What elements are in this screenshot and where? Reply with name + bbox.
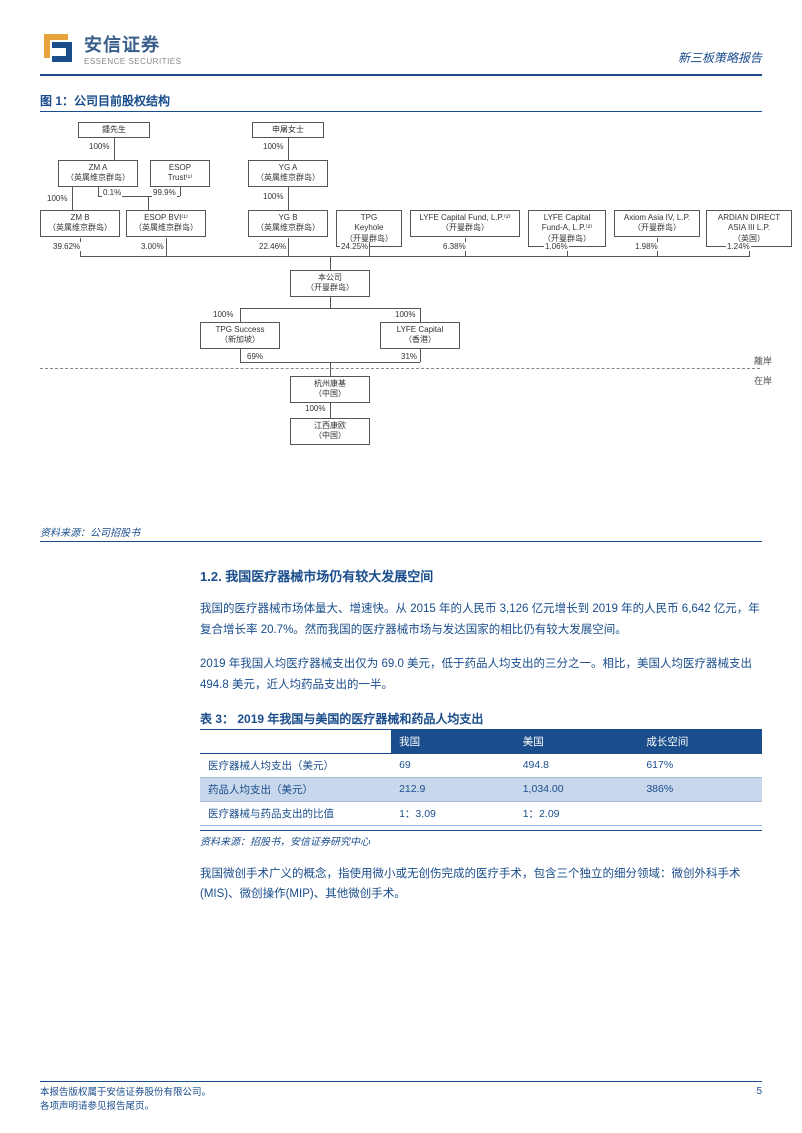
th-1: 我国 [391, 730, 515, 754]
pct: 100% [262, 192, 284, 201]
pct: 24.25% [340, 242, 369, 251]
figure1-source: 资料来源：公司招股书 [40, 524, 762, 542]
para-1: 我国的医疗器械市场体量大、增速快。从 2015 年的人民币 3,126 亿元增长… [200, 599, 762, 640]
page-number: 5 [756, 1086, 762, 1113]
section-1-2-title: 1.2. 我国医疗器械市场仍有较大发展空间 [200, 566, 762, 585]
offshore-label: 離岸 [754, 354, 772, 367]
node-ygb: YG B（英属维京群岛） [248, 210, 328, 237]
para-3: 我国微创手术广义的概念，指使用微小或无创伤完成的医疗手术，包含三个独立的细分领域… [200, 864, 762, 905]
table-row: 药品人均支出（美元） 212.9 1,034.00 386% [200, 777, 762, 801]
page-header: 安信证券 ESSENCE SECURITIES 新三板策略报告 [40, 30, 762, 76]
pct: 100% [262, 142, 284, 151]
node-esop-trust: ESOPTrust⁽¹⁾ [150, 160, 210, 187]
th-0 [200, 730, 391, 754]
pct: 22.46% [258, 242, 287, 251]
pct: 100% [46, 194, 68, 203]
node-esop-bvi: ESOP BVI⁽¹⁾（英属维京群岛） [126, 210, 206, 237]
footer-line1: 本报告版权属于安信证券股份有限公司。 [40, 1086, 211, 1099]
pct: 100% [88, 142, 110, 151]
node-zmb: ZM B（英属维京群岛） [40, 210, 120, 237]
onshore-label: 在岸 [754, 374, 772, 387]
org-chart: 鍾先生 申屠女士 100% 100% ZM A（英属维京群岛） ESOPTrus… [40, 120, 762, 520]
th-2: 美国 [515, 730, 639, 754]
page-footer: 本报告版权属于安信证券股份有限公司。 各项声明请参见报告尾页。 5 [40, 1081, 762, 1113]
company-name-en: ESSENCE SECURITIES [84, 57, 181, 66]
pct: 1.98% [634, 242, 659, 251]
logo: 安信证券 ESSENCE SECURITIES [40, 30, 181, 66]
node-company: 本公司（开曼群岛） [290, 270, 370, 297]
pct: 31% [400, 352, 418, 361]
pct: 0.1% [102, 188, 122, 197]
table-row: 医疗器械与药品支出的比值 1：3.09 1：2.09 [200, 801, 762, 825]
pct: 100% [394, 310, 416, 319]
node-axiom: Axiom Asia IV, L.P.（开曼群岛） [614, 210, 700, 237]
node-lyfe-capital: LYFE Capital（香港） [380, 322, 460, 349]
pct: 1.24% [726, 242, 751, 251]
company-name-cn: 安信证券 [84, 31, 181, 57]
pct: 1.06% [544, 242, 569, 251]
node-shentu: 申屠女士 [252, 122, 324, 138]
pct: 100% [304, 404, 326, 413]
pct: 69% [246, 352, 264, 361]
node-lyfe-fund: LYFE Capital Fund, L.P.⁽²⁾（开曼群岛） [410, 210, 520, 237]
pct: 6.38% [442, 242, 467, 251]
para-2: 2019 年我国人均医疗器械支出仅为 69.0 美元，低于药品人均支出的三分之一… [200, 654, 762, 695]
pct: 99.9% [152, 188, 177, 197]
pct: 3.00% [140, 242, 165, 251]
table-row: 医疗器械人均支出（美元） 69 494.8 617% [200, 753, 762, 777]
pct: 39.62% [52, 242, 81, 251]
report-type: 新三板策略报告 [678, 49, 762, 66]
table3: 我国 美国 成长空间 医疗器械人均支出（美元） 69 494.8 617% 药品… [200, 730, 762, 826]
figure1-title: 图 1：公司目前股权结构 [40, 92, 762, 109]
table3-source: 资料来源：招股书，安信证券研究中心 [200, 830, 762, 850]
th-3: 成长空间 [638, 730, 762, 754]
node-zhong: 鍾先生 [78, 122, 150, 138]
table3-title: 表 3： 2019 年我国与美国的医疗器械和药品人均支出 [200, 710, 762, 727]
logo-icon [40, 30, 76, 66]
node-hangzhou: 杭州康基（中国） [290, 376, 370, 403]
node-yga: YG A（英属维京群岛） [248, 160, 328, 187]
footer-line2: 各项声明请参见报告尾页。 [40, 1100, 211, 1113]
node-tpg-success: TPG Success（新加坡） [200, 322, 280, 349]
node-jiangxi: 江西康欧（中国） [290, 418, 370, 445]
pct: 100% [212, 310, 234, 319]
node-zma: ZM A（英属维京群岛） [58, 160, 138, 187]
